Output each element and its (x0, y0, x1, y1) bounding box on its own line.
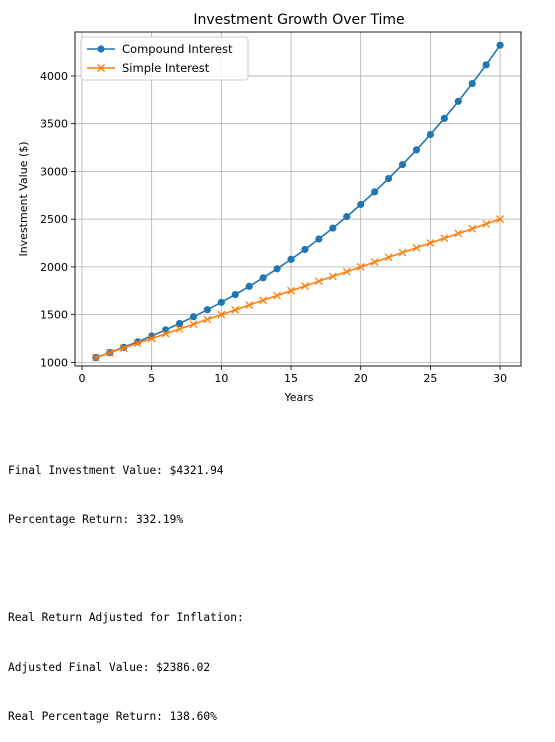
data-point-compound-interest (398, 160, 407, 169)
series-line-simple-interest (95, 218, 501, 359)
y-tick-label: 1000 (40, 356, 68, 369)
data-point-simple-interest (384, 253, 393, 262)
data-point-simple-interest (273, 291, 282, 300)
data-point-compound-interest (384, 174, 393, 183)
data-point-compound-interest (482, 61, 490, 69)
series-line-compound-interest (95, 44, 501, 359)
x-tick-label: 30 (493, 372, 507, 385)
final-value-line: Final Investment Value: $4321.94 (8, 463, 224, 477)
data-point-simple-interest (496, 215, 505, 224)
data-point-simple-interest (245, 301, 254, 310)
data-point-simple-interest (175, 324, 184, 333)
data-point-compound-interest (203, 306, 212, 314)
x-tick-label: 20 (354, 372, 368, 385)
data-point-simple-interest (440, 234, 449, 243)
data-point-compound-interest (217, 298, 225, 306)
legend-label-compound: Compound Interest (122, 42, 233, 56)
data-point-compound-interest (315, 235, 323, 243)
line-chart: Investment Growth Over Time 0 5 10 15 20 25 30… (17, 12, 522, 404)
blank-line (8, 561, 244, 577)
x-axis-label: Years (283, 391, 313, 404)
y-axis-label: Investment Value ($) (17, 141, 30, 256)
data-point-simple-interest (203, 315, 212, 324)
x-tick-label: 25 (423, 372, 437, 385)
data-point-compound-interest (329, 224, 337, 232)
real-percentage-return-line: Real Percentage Return: 138.60% (8, 709, 217, 723)
y-tick-label: 3500 (40, 118, 68, 131)
data-point-simple-interest (147, 334, 156, 343)
data-point-simple-interest (482, 219, 491, 228)
data-point-simple-interest (217, 310, 226, 319)
y-tick-label: 1500 (40, 309, 68, 322)
x-tick-label: 15 (284, 372, 298, 385)
data-point-simple-interest (342, 267, 351, 276)
data-point-compound-interest (371, 188, 379, 196)
series-layer (91, 41, 505, 362)
legend-box (80, 36, 249, 81)
adjusted-final-value-line: Adjusted Final Value: $2386.02 (8, 660, 211, 674)
data-point-compound-interest (412, 146, 421, 154)
legend: Compound Interest Simple Interest (80, 36, 249, 81)
data-point-simple-interest (314, 277, 323, 286)
data-point-simple-interest (454, 229, 463, 238)
data-point-simple-interest (426, 239, 435, 247)
data-point-compound-interest (496, 41, 504, 49)
data-point-compound-interest (189, 313, 198, 321)
data-point-compound-interest (357, 200, 365, 209)
data-point-compound-interest (259, 274, 267, 282)
series-simple-interest (91, 215, 505, 362)
data-point-simple-interest (356, 262, 365, 271)
legend-label-simple: Simple Interest (122, 61, 210, 75)
y-tick-label: 4000 (40, 70, 68, 83)
percentage-return-line: Percentage Return: 332.19% (8, 513, 184, 527)
y-tick-label: 2500 (40, 213, 68, 226)
data-point-compound-interest (231, 290, 239, 299)
data-point-compound-interest (454, 97, 462, 105)
legend-marker-compound (97, 45, 105, 53)
data-point-compound-interest (245, 282, 253, 290)
series-compound-interest (92, 41, 504, 362)
console-output: Final Investment Value: $4321.94 Percent… (8, 430, 244, 742)
data-point-simple-interest (161, 329, 170, 338)
data-point-simple-interest (398, 248, 407, 257)
data-point-compound-interest (440, 114, 448, 122)
real-return-heading: Real Return Adjusted for Inflation: (8, 611, 244, 625)
data-point-simple-interest (328, 272, 337, 281)
data-point-simple-interest (119, 344, 128, 353)
data-point-compound-interest (343, 212, 351, 221)
x-tick-label: 0 (78, 372, 85, 385)
data-point-compound-interest (301, 245, 309, 254)
chart-title: Investment Growth Over Time (193, 12, 404, 28)
axis-ticks: 0 5 10 15 20 25 30 1000 1500 2000 2500 3000 3500 4000 (40, 70, 507, 385)
data-point-simple-interest (231, 305, 240, 314)
data-point-simple-interest (259, 296, 268, 305)
data-point-simple-interest (370, 258, 379, 267)
x-tick-label: 10 (214, 372, 228, 385)
x-tick-label: 5 (148, 372, 155, 385)
legend-marker-simple (97, 64, 105, 72)
data-point-simple-interest (412, 243, 421, 252)
data-point-simple-interest (301, 282, 309, 290)
data-point-compound-interest (175, 319, 184, 328)
data-point-simple-interest (468, 224, 477, 233)
plot-frame (74, 31, 522, 367)
y-tick-label: 2000 (40, 261, 68, 274)
data-point-simple-interest (133, 339, 142, 348)
data-point-compound-interest (287, 255, 295, 263)
data-point-compound-interest (273, 265, 281, 273)
data-point-compound-interest (426, 130, 435, 139)
y-tick-label: 3000 (40, 165, 68, 178)
data-point-simple-interest (189, 320, 198, 329)
data-point-simple-interest (287, 286, 295, 295)
data-point-simple-interest (105, 348, 114, 357)
data-point-simple-interest (91, 353, 100, 362)
data-point-compound-interest (468, 79, 476, 88)
grid (75, 32, 521, 366)
